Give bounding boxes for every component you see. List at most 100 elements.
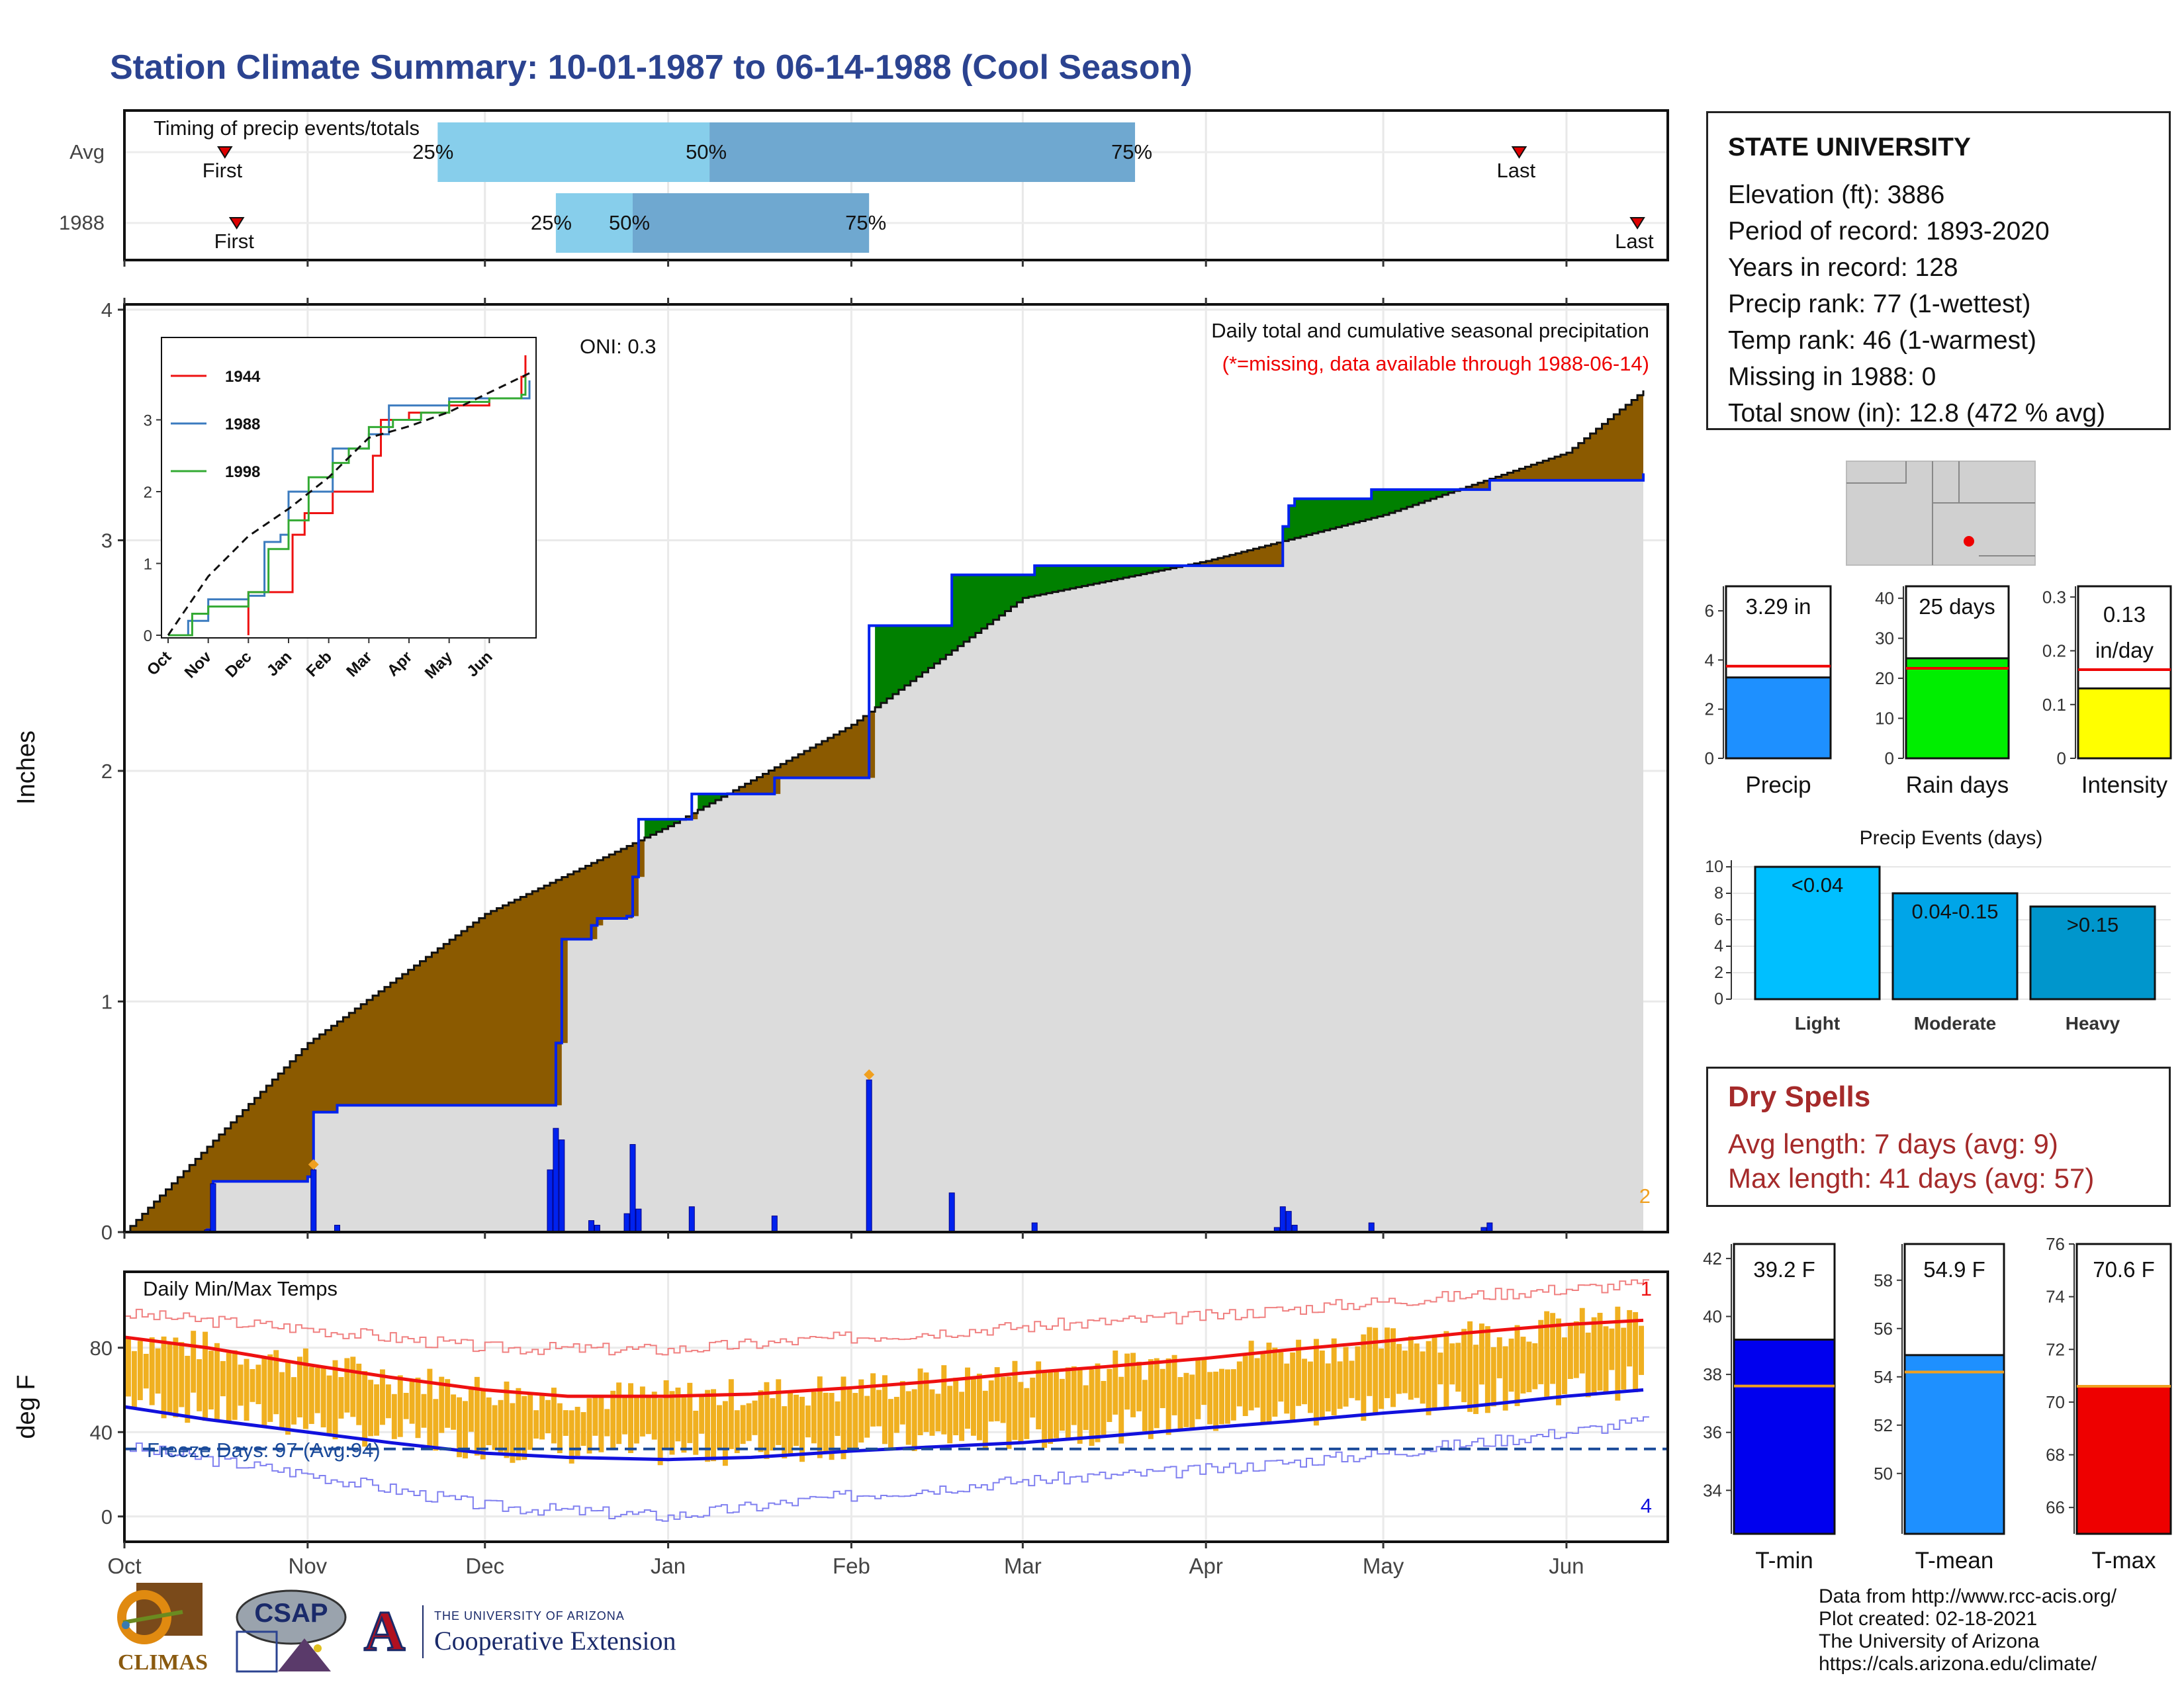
daily-temp-bar [143,1353,149,1389]
daily-temp-bar [474,1376,480,1456]
daily-precip-bar [866,1079,872,1233]
daily-temp-bar [492,1405,498,1450]
daily-temp-bar [1432,1335,1437,1410]
daily-temp-bar [1142,1380,1148,1431]
daily-temp-bar [864,1396,870,1438]
daily-precip-bar [629,1144,636,1233]
daily-temp-bar [427,1368,433,1446]
daily-temp-bar [717,1405,722,1449]
raindays-stat-ytick-label: 30 [1875,629,1894,648]
daily-temp-bar [1633,1311,1639,1392]
tmax-stat-ytick-label: 68 [2046,1445,2065,1465]
daily-temp-bar [728,1379,734,1449]
daily-temp-bar [1385,1327,1390,1398]
daily-temp-bar [250,1369,255,1402]
daily-temp-bar [255,1364,261,1405]
deficit-area [130,390,1644,1232]
daily-precip-bar [553,1128,559,1233]
temp-ytick-label: 40 [90,1421,113,1444]
events-bar-value: <0.04 [1792,873,1843,897]
climas-logo: CLIMAS [110,1583,216,1682]
daily-temp-bar [1573,1321,1579,1378]
raindays-stat-bar [1905,657,2010,760]
info-period: Period of record: 1893-2020 [1728,217,2050,245]
daily-temp-bar [1071,1366,1077,1425]
daily-temp-bar [1567,1324,1573,1379]
daily-temp-bar [1284,1363,1290,1414]
daily-temp-bar [1402,1351,1408,1394]
daily-temp-bar [350,1356,356,1417]
daily-temp-bar [941,1365,947,1435]
daily-temp-bar [504,1381,510,1458]
daily-temp-bar [1361,1334,1367,1421]
csap-logo-text: CSAP [254,1599,328,1628]
daily-temp-bar [947,1386,953,1444]
daily-temp-bar [1000,1376,1006,1423]
daily-temp-bar [1349,1360,1355,1398]
daily-temp-bar [705,1390,711,1462]
daily-temp-bar [1189,1374,1195,1429]
record-daily-marker [864,1069,875,1080]
ua-logo-small-text: THE UNIVERSITY OF ARIZONA [434,1609,625,1622]
daily-temp-bar [551,1388,557,1444]
daily-temp-bar [1177,1377,1183,1431]
daily-precip-bar [210,1183,216,1233]
daily-precip-bar [547,1169,553,1233]
daily-temp-bar [498,1399,504,1452]
events-ytick-label: 2 [1714,963,1723,982]
daily-temp-bar [1603,1326,1609,1394]
daily-temp-bar [516,1388,522,1460]
month-label: Feb [833,1554,870,1578]
intensity-stat-ytick-label: 0.3 [2042,587,2066,607]
daily-temp-bar [439,1376,445,1433]
cumulative-fill [124,480,1644,1232]
daily-temp-bar [1296,1339,1302,1406]
footer-line-created: Plot created: 02-18-2021 [1819,1608,2038,1630]
daily-temp-bar [374,1384,379,1436]
timing-bar-50-75 [632,193,870,253]
daily-temp-bar [817,1376,823,1458]
daily-temp-bar [126,1337,131,1397]
intensity-stat-unit: in/day [2095,638,2154,662]
daily-temp-bar [1579,1308,1585,1374]
ua-logo: A THE UNIVERSITY OF ARIZONA Cooperative … [361,1601,745,1667]
precip-stat-label: Precip [1745,772,1811,798]
daily-precip-bar [310,1169,317,1233]
daily-temp-bar [391,1394,397,1439]
daily-temp-bar [953,1378,959,1436]
daily-temp-bar [1615,1306,1621,1401]
precip-ytick-label: 2 [101,760,113,783]
precip-ytick-label: 3 [101,529,113,553]
daily-temp-bar [764,1382,770,1459]
tmax-stat-bar [2075,1385,2172,1535]
daily-temp-bar [1113,1351,1118,1415]
dry-spells-box: Dry Spells Avg length: 7 days (avg: 9) M… [1706,1067,2171,1207]
daily-temp-bar [1313,1339,1319,1426]
events-ytick-label: 8 [1714,884,1723,903]
timing-bar-25-50 [555,193,633,253]
daily-precip-bar [1368,1222,1375,1233]
daily-temp-bar [403,1392,409,1419]
daily-temp-bar [740,1405,746,1444]
daily-temp-bar [1136,1361,1142,1411]
daily-temp-bar [338,1377,344,1419]
timing-first-marker [228,217,245,230]
daily-temp-bar [522,1396,527,1460]
daily-temp-bar [870,1373,876,1427]
daily-temp-bar [1508,1338,1514,1392]
daily-temp-bar [976,1373,982,1441]
timing-row-label: Avg [69,140,105,163]
timing-panel-border-top [123,109,1669,261]
daily-temp-bar [669,1391,675,1455]
timing-first-label: First [214,230,255,253]
tmean-stat-ytick-label: 54 [1874,1367,1893,1387]
raindays-stat-ytick-label: 40 [1875,588,1894,608]
daily-temp-bar [1302,1358,1307,1405]
tmax-stat-ytick-label: 70 [2046,1392,2065,1412]
daily-temp-bar [1520,1337,1526,1394]
daily-temp-bar [657,1398,663,1466]
inset-series-avg [167,372,530,636]
month-label: Jun [1549,1554,1584,1578]
inset-ytick-label: 0 [144,627,152,645]
daily-temp-bar [752,1400,758,1435]
